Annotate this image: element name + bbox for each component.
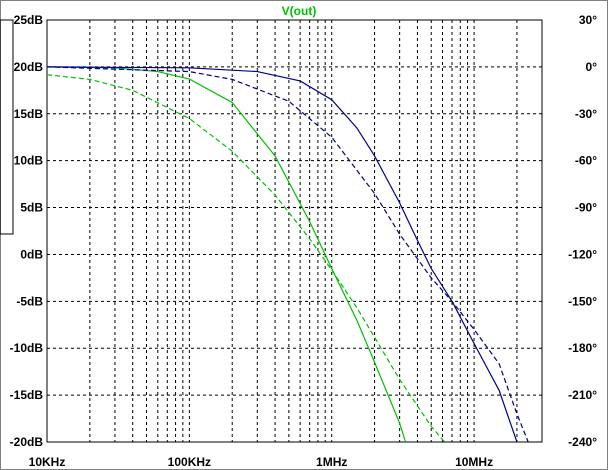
y-left-tick-label: 10dB <box>14 154 44 168</box>
y-right-tick-label: -180° <box>568 341 597 355</box>
y-left-tick-label: -15dB <box>10 388 44 402</box>
series-group <box>46 66 529 443</box>
left-panel-edge <box>0 19 14 235</box>
y-left-tick-label: 0dB <box>20 247 43 261</box>
x-tick-labels: 10KHz 100KHz 1MHz 10MHz <box>29 455 493 469</box>
y-left-tick-label: 15dB <box>14 107 44 121</box>
y-right-tick-label: -30° <box>575 107 597 121</box>
y-left-tick-label: -20dB <box>10 435 44 449</box>
x-tick-label: 100KHz <box>168 455 211 469</box>
y-right-tick-label: -240° <box>568 435 597 449</box>
y-left-tick-labels: 25dB 20dB 15dB 10dB 5dB 0dB -5dB -10dB -15dB -20d… <box>10 13 44 449</box>
y-left-tick-label: 20dB <box>14 60 44 74</box>
y-right-tick-label: 0° <box>586 60 598 74</box>
x-tick-label: 10MHz <box>455 455 493 469</box>
y-right-tick-label: -120° <box>568 247 597 261</box>
x-tick-label: 10KHz <box>29 455 66 469</box>
y-left-tick-label: -5dB <box>16 294 43 308</box>
series-line-4 <box>46 66 529 443</box>
y-left-tick-label: -10dB <box>10 341 44 355</box>
y-left-tick-label: 25dB <box>14 13 44 27</box>
y-right-tick-labels: 30° 0° -30° -60° -90° -120° -150° -180° -210° -24… <box>568 13 597 449</box>
y-right-tick-label: -210° <box>568 388 597 402</box>
y-right-tick-label: -150° <box>568 294 597 308</box>
y-right-tick-label: -90° <box>575 201 597 215</box>
y-right-tick-label: -60° <box>575 154 597 168</box>
y-right-tick-label: 30° <box>579 13 597 27</box>
chart-title: V(out) <box>282 4 317 18</box>
series-line-2 <box>46 74 445 443</box>
plot-area <box>46 19 543 443</box>
series-line-3 <box>46 66 518 443</box>
y-left-tick-label: 5dB <box>20 201 43 215</box>
series-line-1 <box>46 66 407 443</box>
x-tick-label: 1MHz <box>316 455 347 469</box>
grid-lines <box>47 20 542 442</box>
